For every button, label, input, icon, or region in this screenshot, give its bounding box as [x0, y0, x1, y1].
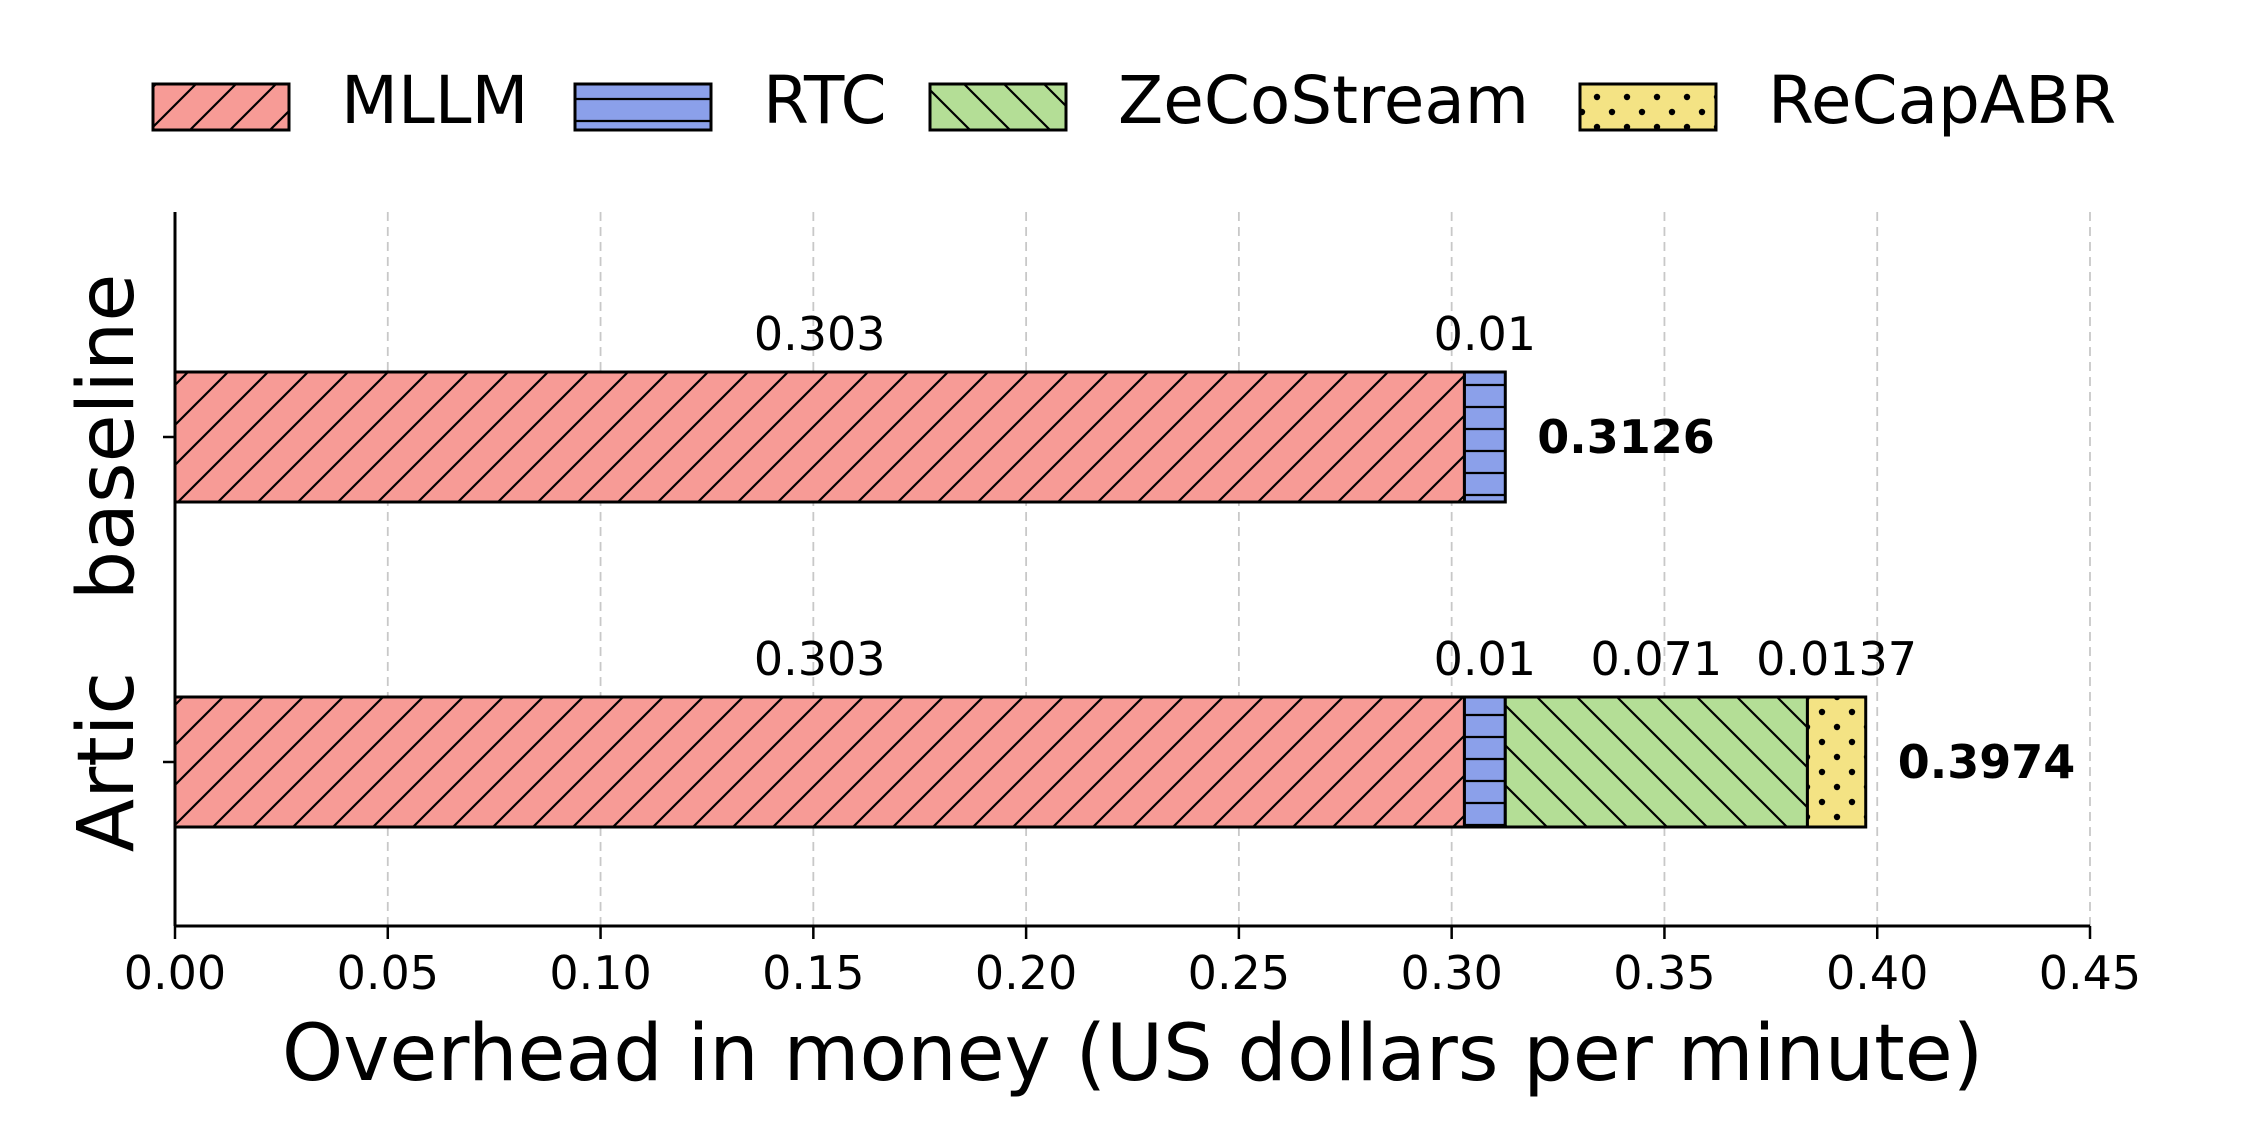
legend: MLLM RTC ZeCoStream ReCapABR: [151, 62, 2116, 139]
data-label-artic-rtc: 0.01: [1434, 632, 1536, 686]
legend-swatch-hatch: [575, 84, 711, 130]
legend-label-mllm: MLLM: [341, 62, 528, 139]
bar-outline: [1805, 695, 1868, 829]
data-label-baseline-rtc: 0.01: [1434, 307, 1536, 361]
legend-swatch-hatch: [1580, 84, 1716, 130]
data-label-artic-recapabr: 0.0137: [1756, 632, 1917, 686]
bar-segment-artic-mllm: [173, 695, 1466, 829]
legend-item-rtc: RTC: [573, 62, 887, 139]
legend-item-recapabr: ReCapABR: [1578, 62, 2116, 139]
total-label-baseline: 0.3126: [1537, 410, 1715, 464]
bar-hatch: [1464, 697, 1506, 827]
xtick-label-0-10: 0.10: [549, 946, 651, 1000]
legend-swatch-outline: [573, 82, 713, 132]
legend-swatch-hatch: [930, 84, 1066, 130]
legend-swatch-outline: [1578, 82, 1718, 132]
data-label-artic-mllm: 0.303: [754, 632, 886, 686]
xtick-label-0-40: 0.40: [1826, 946, 1928, 1000]
legend-swatch-outline: [928, 82, 1068, 132]
xtick-label-0-35: 0.35: [1613, 946, 1715, 1000]
legend-label-rtc: RTC: [763, 62, 887, 139]
bar-hatch: [1464, 372, 1506, 502]
xtick-label-0-45: 0.45: [2039, 946, 2141, 1000]
bar-segment-artic-rtc: [1462, 695, 1507, 829]
category-label-artic: Artic: [62, 672, 152, 853]
bar-hatch: [1807, 697, 1866, 827]
axes: baseline Artic 0.00 0.05 0.10 0.15 0.20 0.25 0.3…: [62, 212, 2141, 1000]
xtick-label-0-00: 0.00: [124, 946, 226, 1000]
xtick-label-0-20: 0.20: [975, 946, 1077, 1000]
xtick-label-0-05: 0.05: [337, 946, 439, 1000]
legend-item-mllm: MLLM: [151, 62, 528, 139]
data-label-artic-zecostream: 0.071: [1591, 632, 1723, 686]
bar-segment-baseline-rtc: [1462, 370, 1507, 504]
xtick-label-0-15: 0.15: [762, 946, 864, 1000]
legend-swatch-outline: [151, 82, 291, 132]
bar-segment-baseline-mllm: [173, 370, 1466, 504]
x-axis-label: Overhead in money (US dollars per minute…: [282, 1009, 1983, 1099]
data-label-baseline-mllm: 0.303: [754, 307, 886, 361]
bar-hatch: [175, 697, 1465, 827]
legend-label-zecostream: ZeCoStream: [1118, 62, 1529, 139]
legend-item-zecostream: ZeCoStream: [928, 62, 1529, 139]
xtick-label-0-30: 0.30: [1400, 946, 1502, 1000]
xtick-label-0-25: 0.25: [1188, 946, 1290, 1000]
bar-hatch: [1505, 697, 1808, 827]
bar-hatch: [175, 372, 1465, 502]
total-label-artic: 0.3974: [1898, 735, 2076, 789]
bar-segment-artic-recapabr: [1805, 695, 1868, 829]
bar-outline: [1462, 370, 1507, 504]
legend-swatch-hatch: [153, 84, 289, 130]
legend-label-recapabr: ReCapABR: [1768, 62, 2116, 139]
bar-segment-artic-zecostream: [1503, 695, 1809, 829]
category-label-baseline: baseline: [62, 274, 152, 601]
